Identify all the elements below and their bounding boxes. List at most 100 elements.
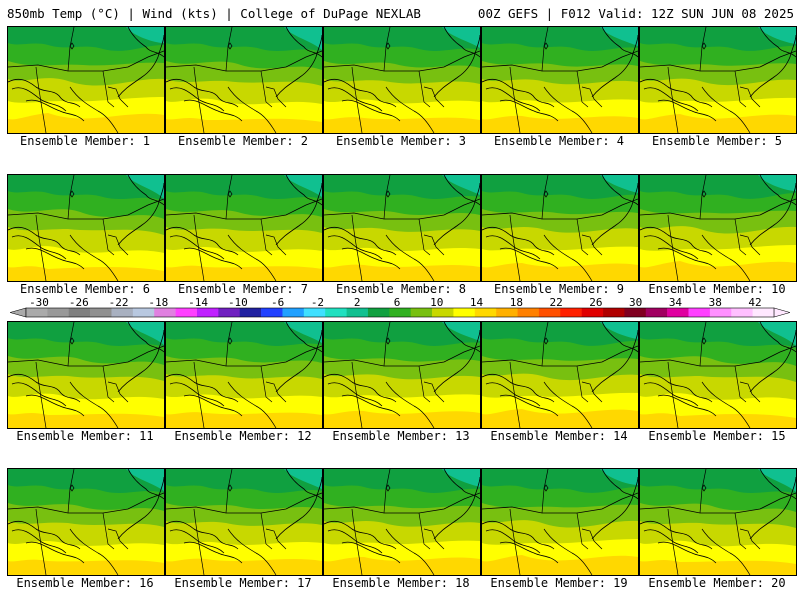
ensemble-member-label: Ensemble Member: 7	[177, 282, 309, 296]
colorbar-swatch	[624, 308, 647, 317]
colorbar-swatch	[154, 308, 176, 317]
colorbar-swatch	[474, 308, 497, 317]
ensemble-member-label: Ensemble Member: 15	[648, 429, 786, 443]
temperature-field	[166, 27, 322, 133]
ensemble-member-label: Ensemble Member: 13	[332, 429, 470, 443]
temperature-field	[640, 322, 796, 428]
ensemble-member-label: Ensemble Member: 18	[332, 576, 470, 590]
ensemble-member-label: Ensemble Member: 14	[490, 429, 628, 443]
colorbar-tick-label: 2	[354, 297, 361, 309]
colorbar-tick-label: 14	[470, 297, 484, 309]
ensemble-member-label: Ensemble Member: 16	[16, 576, 154, 590]
colorbar-swatch	[26, 308, 48, 317]
ensemble-member-label: Ensemble Member: 5	[651, 134, 783, 148]
colorbar-swatch	[325, 308, 347, 317]
chart-title: 850mb Temp (°C) | Wind (kts) | College o…	[7, 6, 421, 21]
ensemble-member-map	[481, 321, 639, 429]
colorbar-swatch	[496, 308, 518, 317]
ensemble-member-label: Ensemble Member: 4	[493, 134, 625, 148]
colorbar-tick-label: -14	[188, 297, 208, 309]
colorbar-swatch	[90, 308, 112, 317]
ensemble-member-map	[7, 26, 165, 134]
colorbar-swatch	[410, 308, 433, 317]
temperature-field	[640, 469, 796, 575]
ensemble-member-map	[639, 174, 797, 282]
ensemble-member-map	[481, 174, 639, 282]
ensemble-member-map	[323, 321, 481, 429]
colorbar-tick-label: -18	[148, 297, 168, 309]
colorbar-swatch	[367, 308, 390, 317]
colorbar-swatch	[218, 308, 241, 317]
colorbar-swatch	[560, 308, 582, 317]
colorbar-swatch	[239, 308, 262, 317]
temperature-field	[166, 469, 322, 575]
ensemble-member-label: Ensemble Member: 19	[490, 576, 628, 590]
colorbar-swatch	[645, 308, 668, 317]
temperature-field	[640, 27, 796, 133]
colorbar-swatch	[688, 308, 711, 317]
colorbar-tick-label: 10	[430, 297, 443, 309]
ensemble-member-label: Ensemble Member: 1	[19, 134, 151, 148]
ensemble-member-label: Ensemble Member: 3	[335, 134, 467, 148]
colorbar-tick-label: 26	[589, 297, 602, 309]
ensemble-member-map	[165, 321, 323, 429]
ensemble-member-label: Ensemble Member: 11	[16, 429, 154, 443]
ensemble-member-label: Ensemble Member: 10	[648, 282, 786, 296]
temperature-field	[166, 175, 322, 281]
colorbar-swatch	[538, 308, 561, 317]
ensemble-member-map	[323, 26, 481, 134]
colorbar-swatch	[346, 308, 369, 317]
ensemble-member-label: Ensemble Member: 9	[493, 282, 625, 296]
colorbar-tick-label: -26	[69, 297, 89, 309]
colorbar-swatch	[603, 308, 625, 317]
ensemble-member-label: Ensemble Member: 2	[177, 134, 309, 148]
ensemble-member-map	[481, 26, 639, 134]
ensemble-member-map	[7, 468, 165, 576]
ensemble-member-label: Ensemble Member: 12	[174, 429, 312, 443]
ensemble-member-label: Ensemble Member: 17	[174, 576, 312, 590]
colorbar-swatch	[196, 308, 219, 317]
ensemble-member-label: Ensemble Member: 6	[19, 282, 151, 296]
colorbar-swatch	[68, 308, 91, 317]
colorbar-swatch	[432, 308, 454, 317]
colorbar-swatch	[731, 308, 753, 317]
colorbar-tick-label: -30	[29, 297, 49, 309]
temperature-field	[324, 27, 480, 133]
temperature-field	[482, 175, 638, 281]
colorbar-max-arrow	[773, 307, 790, 318]
colorbar-swatch	[709, 308, 732, 317]
ensemble-member-label: Ensemble Member: 20	[648, 576, 786, 590]
temperature-field	[324, 322, 480, 428]
temperature-field	[8, 322, 164, 428]
colorbar-swatch	[667, 308, 689, 317]
ensemble-member-map	[639, 26, 797, 134]
colorbar-swatch	[47, 308, 70, 317]
colorbar-tick-label: 22	[549, 297, 562, 309]
temperature-field	[8, 175, 164, 281]
run-valid-time: 00Z GEFS | F012 Valid: 12Z SUN JUN 08 20…	[477, 6, 794, 21]
colorbar-tick-label: -6	[271, 297, 284, 309]
colorbar-tick-label: 38	[709, 297, 722, 309]
colorbar-tick-label: -2	[311, 297, 324, 309]
ensemble-member-label: Ensemble Member: 8	[335, 282, 467, 296]
colorbar-tick-label: 18	[510, 297, 523, 309]
colorbar-swatch	[453, 308, 476, 317]
temperature-field	[324, 469, 480, 575]
temperature-field	[640, 175, 796, 281]
temperature-field	[8, 469, 164, 575]
ensemble-member-map	[165, 174, 323, 282]
ensemble-member-map	[7, 174, 165, 282]
ensemble-member-map	[481, 468, 639, 576]
colorbar-outline	[25, 307, 775, 318]
colorbar-tick-label: 6	[394, 297, 401, 309]
temperature-field	[8, 27, 164, 133]
ensemble-member-map	[323, 174, 481, 282]
colorbar-tick-label: 34	[669, 297, 683, 309]
colorbar-min-arrow	[10, 307, 27, 318]
ensemble-member-map	[639, 468, 797, 576]
colorbar-swatch	[175, 308, 198, 317]
temperature-field	[324, 175, 480, 281]
colorbar-swatch	[261, 308, 283, 317]
temperature-field	[482, 27, 638, 133]
colorbar-swatch	[282, 308, 305, 317]
